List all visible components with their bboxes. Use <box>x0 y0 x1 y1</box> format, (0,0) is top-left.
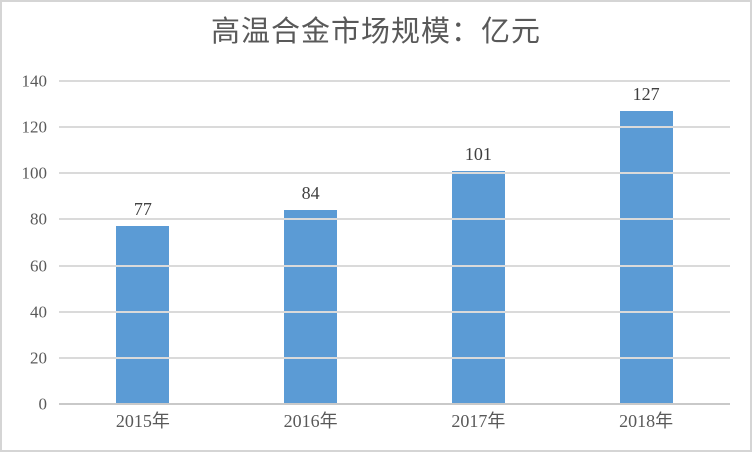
bar-4 <box>619 111 673 404</box>
bar-value-label-3: 101 <box>464 143 492 164</box>
gridline-40 <box>59 310 730 313</box>
gridline-140 <box>59 80 730 82</box>
x-tick-label-4: 2018年 <box>619 411 674 431</box>
gridline-80 <box>59 218 730 221</box>
bar-slot-1: 77 <box>59 81 227 404</box>
bar-slot-4: 127 <box>562 81 730 404</box>
chart-title: 高温合金市场规模：亿元 <box>210 16 541 48</box>
gridline-60 <box>59 264 730 267</box>
bars-row: 77 84 101 127 <box>59 81 730 404</box>
y-tick-label-20: 20 <box>30 348 47 368</box>
gridline-100 <box>59 172 730 175</box>
bar-1 <box>116 226 170 404</box>
gridline-120 <box>59 126 730 129</box>
x-axis-labels: 2015年 2016年 2017年 2018年 <box>59 410 730 432</box>
x-tick-label-1: 2015年 <box>115 411 170 431</box>
bar-slot-2: 84 <box>227 81 395 404</box>
bar-value-label-1: 77 <box>133 199 152 220</box>
y-axis: 0 20 40 60 80 100 120 140 <box>2 73 48 413</box>
plot-area: 77 84 101 127 <box>59 80 730 405</box>
x-tick-label-3: 2017年 <box>451 411 506 431</box>
y-tick-label-40: 40 <box>30 302 47 322</box>
bar-3 <box>451 170 505 404</box>
bar-value-label-2: 84 <box>301 183 320 204</box>
y-tick-label-0: 0 <box>38 394 48 414</box>
y-tick-label-60: 60 <box>30 256 47 276</box>
x-axis-line <box>59 403 730 405</box>
y-tick-label-140: 140 <box>21 71 48 91</box>
gridline-20 <box>59 356 730 359</box>
y-tick-label-100: 100 <box>21 163 48 183</box>
y-tick-label-120: 120 <box>21 117 48 137</box>
x-tick-label-2: 2016年 <box>283 411 338 431</box>
bar-slot-3: 101 <box>395 81 563 404</box>
bar-2 <box>284 210 338 404</box>
bar-value-label-4: 127 <box>632 84 660 104</box>
y-tick-label-80: 80 <box>30 209 47 229</box>
